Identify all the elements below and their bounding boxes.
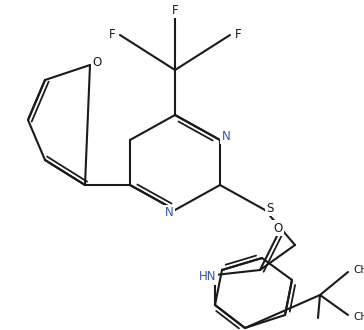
Text: O: O: [92, 55, 102, 69]
Text: N: N: [165, 207, 173, 219]
Text: F: F: [109, 28, 115, 42]
Text: F: F: [172, 4, 178, 17]
Text: F: F: [235, 28, 241, 42]
Text: CH₃: CH₃: [353, 265, 364, 275]
Text: HN: HN: [199, 271, 217, 283]
Text: S: S: [266, 202, 274, 214]
Text: O: O: [273, 221, 282, 235]
Text: N: N: [222, 129, 230, 143]
Text: CH₃: CH₃: [353, 312, 364, 322]
